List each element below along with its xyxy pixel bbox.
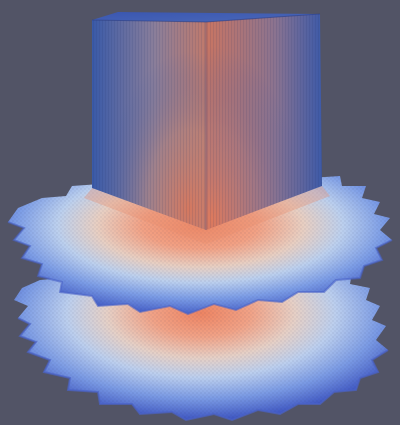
cube-slice-intersection (84, 186, 330, 244)
upper-slice (7, 162, 393, 316)
volume-cube (91, 12, 322, 230)
